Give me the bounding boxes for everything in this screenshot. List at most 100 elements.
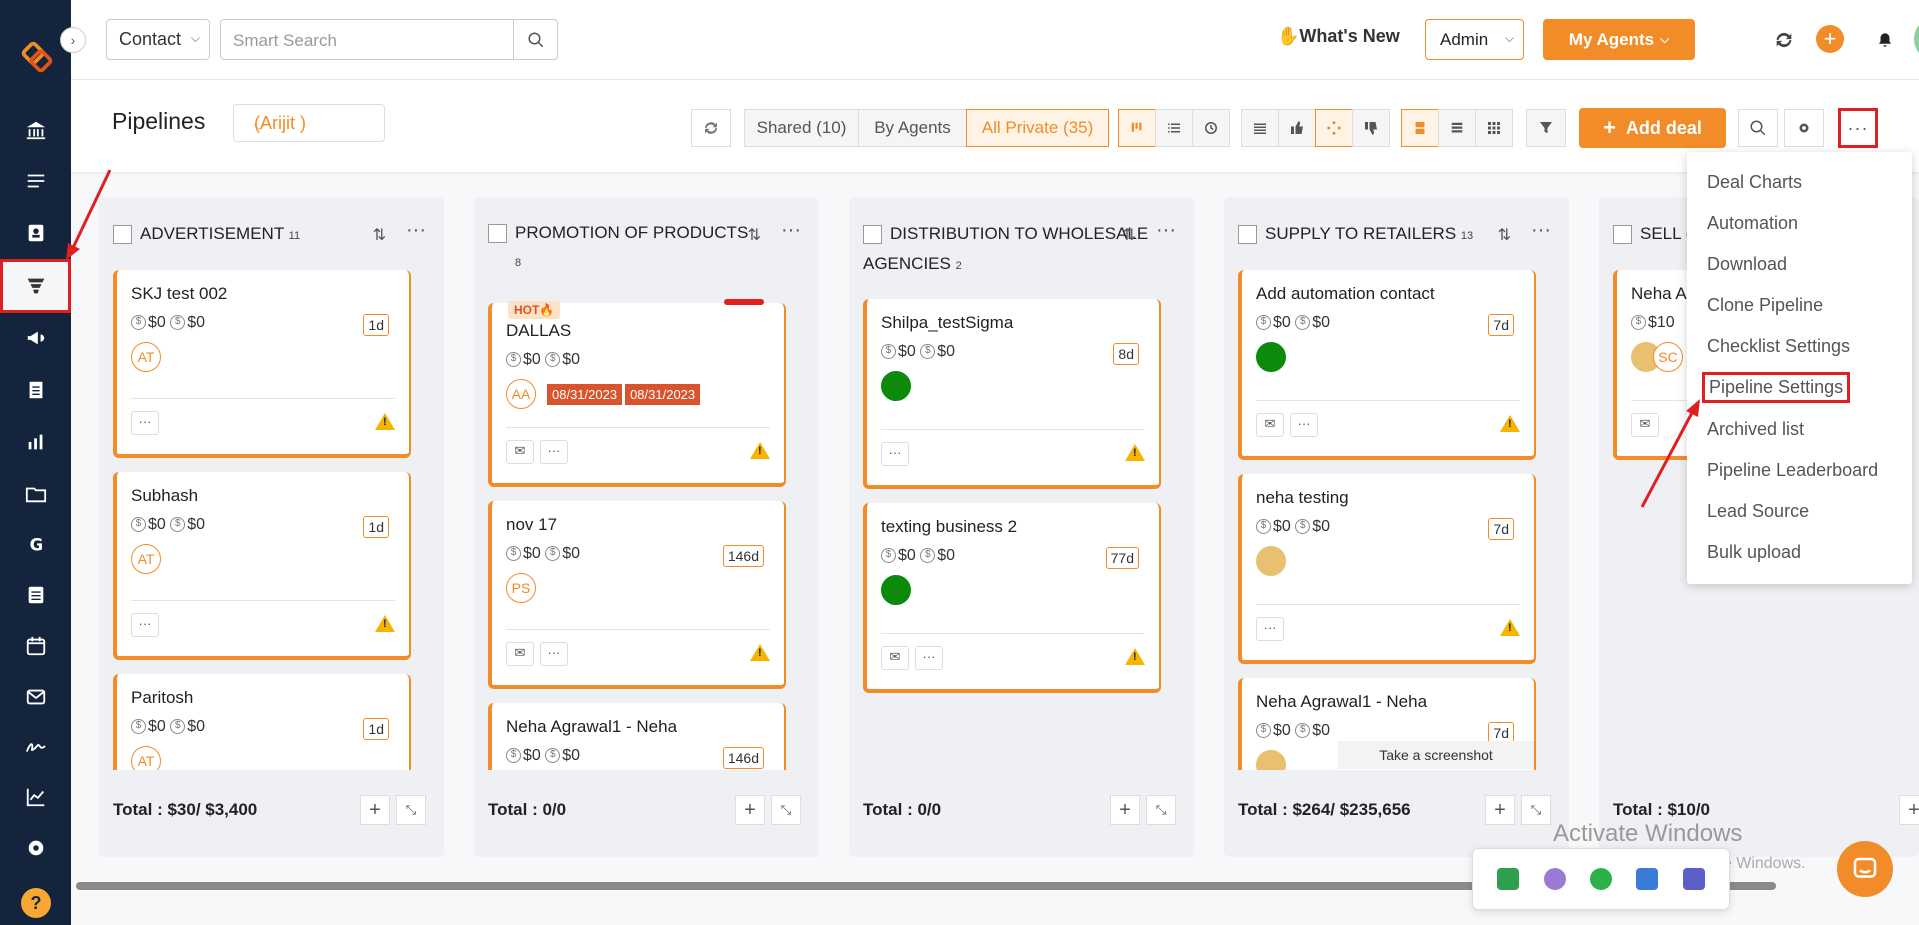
menu-item-pipeline-settings[interactable]: Pipeline Settings	[1702, 372, 1851, 403]
lost-filter-button[interactable]	[1352, 109, 1390, 147]
help-icon[interactable]: ?	[21, 888, 51, 918]
menu-item-pipeline-leaderboard[interactable]: Pipeline Leaderboard	[1707, 460, 1879, 480]
sidebar-mail-icon[interactable]	[0, 674, 71, 720]
menu-item-automation[interactable]: Automation	[1707, 213, 1799, 233]
shield-warning-icon[interactable]	[1636, 868, 1659, 890]
deal-card[interactable]: texting business 2 $ $0 $ $0 77d ✉ ···	[863, 503, 1161, 693]
menu-item-download[interactable]: Download	[1707, 254, 1788, 274]
deal-card[interactable]: Add automation contact $ $0 $ $0 7d ✉ ···	[1238, 270, 1536, 460]
deal-card[interactable]: HOT🔥 DALLAS $ $0 $ $0 AA 08/31/2023 08/31/20…	[488, 299, 786, 487]
collapse-icon[interactable]: ⤡	[771, 795, 801, 825]
email-icon[interactable]: ✉	[506, 440, 534, 464]
sync-button[interactable]	[691, 109, 731, 147]
owner-avatar[interactable]	[881, 575, 911, 605]
sidebar-calendar-icon[interactable]	[0, 623, 71, 669]
more-options-button[interactable]: ···	[1838, 108, 1878, 148]
add-card-button[interactable]: +	[1110, 795, 1140, 825]
deal-card[interactable]: nov 17 $ $0 $ $0 146d PS ✉ ···	[488, 501, 786, 689]
deal-card[interactable]: Neha Agrawal1 - Neha $ $0 $ $0 146d	[488, 703, 786, 770]
owner-avatar[interactable]	[1256, 342, 1286, 372]
sidebar-contact-icon[interactable]	[0, 210, 71, 256]
bell-icon[interactable]	[1872, 27, 1898, 53]
sort-icon[interactable]: ⇅	[747, 227, 761, 244]
deal-card[interactable]: neha testing $ $0 $ $0 7d ···	[1238, 474, 1536, 664]
all-private-filter-button[interactable]: All Private (35)	[966, 109, 1109, 147]
deal-card[interactable]: SKJ test 002 $ $0 $ $0 1d AT ···	[113, 270, 411, 458]
card-more-icon[interactable]: ···	[540, 440, 568, 464]
menu-item-archived-list[interactable]: Archived list	[1707, 419, 1805, 439]
deal-card[interactable]: Shilpa_testSigma $ $0 $ $0 8d ···	[863, 299, 1161, 489]
sidebar-folder-icon[interactable]	[0, 471, 71, 517]
shared-filter-button[interactable]: Shared (10)	[744, 109, 859, 147]
sidebar-pipeline-icon[interactable]	[0, 259, 71, 313]
grid-layout-button[interactable]	[1475, 109, 1513, 147]
column-more-icon[interactable]: ···	[406, 219, 426, 241]
email-icon[interactable]: ✉	[881, 646, 909, 670]
column-checkbox[interactable]	[1613, 225, 1632, 245]
owner-avatar[interactable]: AT	[131, 544, 161, 574]
sort-icon[interactable]: ⇅	[372, 227, 386, 244]
kanban-view-button[interactable]	[1118, 109, 1156, 147]
card-more-icon[interactable]: ···	[540, 642, 568, 666]
card-more-icon[interactable]: ···	[1256, 617, 1284, 641]
feather-app-icon[interactable]	[1543, 868, 1566, 890]
menu-item-deal-charts[interactable]: Deal Charts	[1707, 172, 1803, 192]
whats-new-link[interactable]: ✋What's New	[1277, 26, 1400, 47]
owner-select[interactable]: (Arijit ) ⌵	[233, 104, 385, 142]
sort-icon[interactable]: ⇅	[1497, 227, 1511, 244]
column-checkbox[interactable]	[1238, 225, 1257, 245]
owner-avatar[interactable]: PS	[506, 573, 536, 603]
sidebar-settings-icon[interactable]	[0, 825, 71, 871]
detailed-layout-button[interactable]	[1438, 109, 1476, 147]
app-logo[interactable]	[18, 38, 56, 76]
owner-avatar[interactable]: AA	[506, 379, 536, 409]
card-more-icon[interactable]: ···	[1290, 413, 1318, 437]
list-view-button[interactable]	[1155, 109, 1193, 147]
sidebar-bank-icon[interactable]	[0, 107, 71, 153]
user-avatar[interactable]	[1914, 17, 1919, 61]
sidebar-signature-icon[interactable]	[0, 724, 71, 770]
check-app-icon[interactable]	[1497, 868, 1520, 890]
collapse-icon[interactable]: ⤡	[1146, 795, 1176, 825]
add-card-button[interactable]: +	[735, 795, 765, 825]
by-agents-filter-button[interactable]: By Agents	[858, 109, 967, 147]
compact-layout-button[interactable]	[1401, 109, 1439, 147]
contact-select[interactable]: Contact ⌵	[106, 19, 210, 60]
add-card-button[interactable]: +	[360, 795, 390, 825]
quick-add-button[interactable]: +	[1816, 25, 1844, 53]
sidebar-megaphone-icon[interactable]	[0, 315, 71, 361]
card-more-icon[interactable]: ···	[131, 613, 159, 637]
column-more-icon[interactable]: ···	[781, 219, 801, 241]
pipeline-settings-button[interactable]	[1784, 109, 1824, 147]
deal-card[interactable]: Subhash $ $0 $ $0 1d AT ···	[113, 472, 411, 660]
add-card-button[interactable]: +	[1899, 795, 1919, 825]
sidebar-toggle-chevron-icon[interactable]: ›	[60, 27, 86, 53]
horizontal-scrollbar[interactable]	[76, 882, 1776, 890]
search-deals-button[interactable]	[1738, 109, 1778, 147]
sidebar-list-icon[interactable]	[0, 158, 71, 204]
collapse-icon[interactable]: ⤡	[1521, 795, 1551, 825]
menu-item-clone-pipeline[interactable]: Clone Pipeline	[1707, 295, 1824, 315]
rows-view-button[interactable]	[1241, 109, 1279, 147]
open-filter-button[interactable]	[1315, 109, 1353, 147]
history-view-button[interactable]	[1192, 109, 1230, 147]
collapse-icon[interactable]: ⤡	[396, 795, 426, 825]
search-button[interactable]	[513, 20, 557, 59]
add-deal-button[interactable]: + Add deal	[1579, 108, 1726, 148]
chat-support-button[interactable]	[1837, 841, 1893, 897]
sidebar-document-icon[interactable]	[0, 367, 71, 413]
column-checkbox[interactable]	[488, 224, 507, 244]
owner-avatar[interactable]: AT	[131, 342, 161, 372]
sidebar-table-icon[interactable]	[0, 572, 71, 618]
email-icon[interactable]: ✉	[1631, 413, 1659, 437]
sidebar-users-chart-icon[interactable]	[0, 419, 71, 465]
sort-icon[interactable]: ⇅	[1122, 227, 1136, 244]
email-icon[interactable]: ✉	[1256, 413, 1284, 437]
teams-app-icon[interactable]	[1682, 868, 1705, 890]
email-icon[interactable]: ✉	[506, 642, 534, 666]
owner-avatar[interactable]	[1256, 750, 1286, 770]
menu-item-bulk-upload[interactable]: Bulk upload	[1707, 542, 1802, 562]
owner-avatar[interactable]: AT	[131, 746, 161, 770]
column-checkbox[interactable]	[863, 225, 882, 245]
recycle-app-icon[interactable]	[1589, 868, 1612, 890]
